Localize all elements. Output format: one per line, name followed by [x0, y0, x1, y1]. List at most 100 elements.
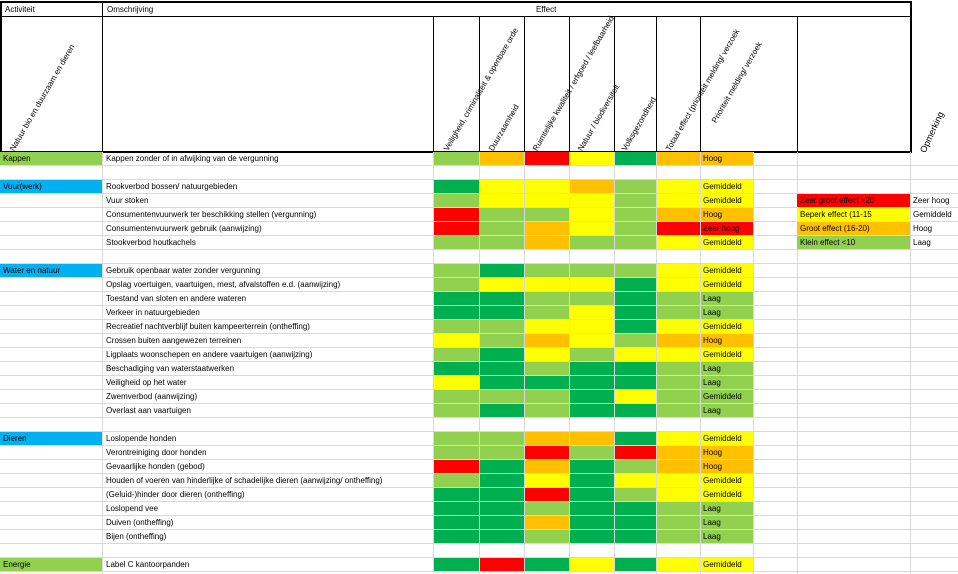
total-effect-cell[interactable] [656, 474, 700, 487]
description-cell[interactable]: Label C kantoorpanden [106, 560, 190, 569]
effect-cell[interactable] [524, 194, 569, 207]
effect-cell[interactable] [614, 264, 656, 277]
total-effect-cell[interactable] [656, 502, 700, 515]
effect-cell[interactable] [569, 348, 614, 361]
category-cell[interactable]: Kappen [0, 152, 102, 165]
effect-cell[interactable] [614, 530, 656, 543]
description-cell[interactable]: Consumentenvuurwerk gebruik (aanwijzing) [106, 224, 262, 233]
description-cell[interactable]: Kappen zonder of in afwijking van de ver… [106, 154, 279, 163]
effect-cell[interactable] [433, 208, 479, 221]
description-cell[interactable]: Stookverbod houtkachels [106, 238, 196, 247]
effect-cell[interactable] [569, 502, 614, 515]
effect-cell[interactable] [614, 348, 656, 361]
effect-cell[interactable] [614, 306, 656, 319]
effect-cell[interactable] [433, 474, 479, 487]
effect-cell[interactable] [479, 460, 524, 473]
effect-cell[interactable] [433, 152, 479, 165]
effect-cell[interactable] [479, 446, 524, 459]
effect-cell[interactable] [479, 530, 524, 543]
effect-cell[interactable] [524, 236, 569, 249]
effect-cell[interactable] [433, 306, 479, 319]
effect-cell[interactable] [479, 390, 524, 403]
total-effect-cell[interactable] [656, 222, 700, 235]
description-cell[interactable]: Overlast aan vaartuigen [106, 406, 191, 415]
effect-cell[interactable] [569, 530, 614, 543]
effect-cell[interactable] [524, 502, 569, 515]
effect-cell[interactable] [433, 376, 479, 389]
effect-cell[interactable] [433, 236, 479, 249]
effect-cell[interactable] [479, 334, 524, 347]
effect-cell[interactable] [524, 390, 569, 403]
effect-cell[interactable] [479, 264, 524, 277]
effect-cell[interactable] [614, 404, 656, 417]
description-cell[interactable]: Gebruik openbaar water zonder vergunning [106, 266, 261, 275]
total-effect-cell[interactable] [656, 348, 700, 361]
description-cell[interactable]: Recreatief nachtverblijf buiten kampeert… [106, 322, 310, 331]
priority-cell[interactable]: Hoog [700, 446, 753, 459]
effect-cell[interactable] [433, 446, 479, 459]
effect-cell[interactable] [433, 362, 479, 375]
description-cell[interactable]: Beschadiging van waterstaatwerken [106, 364, 235, 373]
effect-cell[interactable] [479, 474, 524, 487]
priority-cell[interactable]: Gemiddeld [700, 236, 753, 249]
effect-cell[interactable] [569, 362, 614, 375]
effect-cell[interactable] [569, 474, 614, 487]
category-cell[interactable]: Energie [0, 558, 102, 571]
effect-cell[interactable] [614, 558, 656, 571]
effect-cell[interactable] [479, 362, 524, 375]
total-effect-cell[interactable] [656, 390, 700, 403]
priority-cell[interactable]: Gemiddeld [700, 264, 753, 277]
effect-cell[interactable] [479, 292, 524, 305]
priority-cell[interactable]: Laag [700, 292, 753, 305]
effect-cell[interactable] [614, 362, 656, 375]
total-effect-cell[interactable] [656, 278, 700, 291]
total-effect-cell[interactable] [656, 152, 700, 165]
total-effect-cell[interactable] [656, 446, 700, 459]
description-cell[interactable]: Opslag voertuigen, vaartuigen, mest, afv… [106, 280, 341, 289]
effect-cell[interactable] [569, 264, 614, 277]
effect-cell[interactable] [614, 502, 656, 515]
effect-cell[interactable] [614, 488, 656, 501]
priority-cell[interactable]: Gemiddeld [700, 278, 753, 291]
effect-cell[interactable] [569, 334, 614, 347]
effect-cell[interactable] [433, 222, 479, 235]
effect-cell[interactable] [433, 558, 479, 571]
effect-cell[interactable] [433, 530, 479, 543]
effect-cell[interactable] [524, 446, 569, 459]
effect-cell[interactable] [524, 348, 569, 361]
effect-cell[interactable] [614, 516, 656, 529]
effect-cell[interactable] [433, 264, 479, 277]
effect-cell[interactable] [614, 446, 656, 459]
header-effect[interactable]: Effect [536, 5, 557, 14]
effect-cell[interactable] [433, 292, 479, 305]
effect-cell[interactable] [569, 180, 614, 193]
effect-cell[interactable] [524, 208, 569, 221]
effect-cell[interactable] [433, 334, 479, 347]
effect-cell[interactable] [614, 320, 656, 333]
effect-cell[interactable] [479, 502, 524, 515]
effect-cell[interactable] [569, 194, 614, 207]
effect-cell[interactable] [433, 460, 479, 473]
effect-cell[interactable] [524, 278, 569, 291]
effect-cell[interactable] [479, 376, 524, 389]
total-effect-cell[interactable] [656, 194, 700, 207]
effect-cell[interactable] [524, 264, 569, 277]
description-cell[interactable]: Rookverbod bossen/ natuurgebieden [106, 182, 238, 191]
priority-cell[interactable]: Hoog [700, 334, 753, 347]
effect-cell[interactable] [569, 222, 614, 235]
priority-cell[interactable]: Gemiddeld [700, 320, 753, 333]
description-cell[interactable]: Duiven (ontheffing) [106, 518, 174, 527]
description-cell[interactable]: Veiligheid op het water [106, 378, 187, 387]
effect-cell[interactable] [524, 292, 569, 305]
effect-cell[interactable] [479, 404, 524, 417]
total-effect-cell[interactable] [656, 404, 700, 417]
effect-cell[interactable] [479, 516, 524, 529]
effect-cell[interactable] [524, 334, 569, 347]
effect-cell[interactable] [433, 502, 479, 515]
header-activiteit[interactable]: Activiteit [5, 5, 35, 14]
total-effect-cell[interactable] [656, 292, 700, 305]
priority-cell[interactable]: Hoog [700, 460, 753, 473]
effect-cell[interactable] [433, 488, 479, 501]
category-cell[interactable]: Vuur(werk) [0, 180, 102, 193]
effect-cell[interactable] [524, 180, 569, 193]
